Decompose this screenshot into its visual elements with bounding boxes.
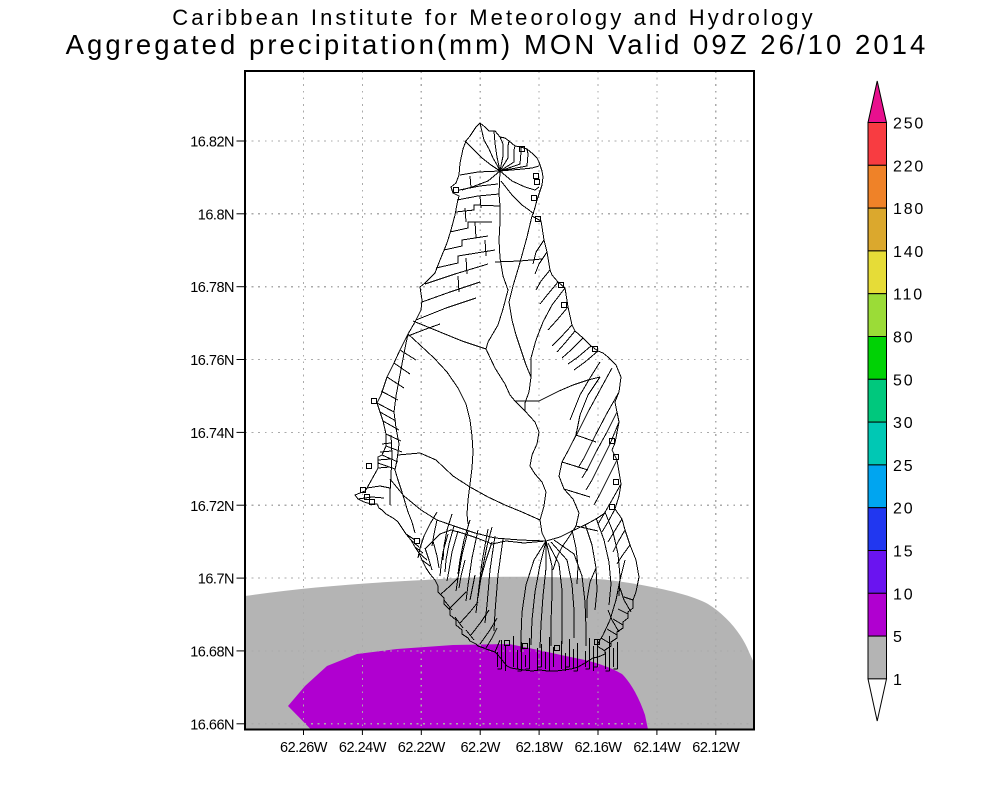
svg-text:62.24W: 62.24W: [339, 740, 387, 756]
svg-text:80: 80: [893, 330, 914, 347]
svg-text:15: 15: [893, 544, 914, 561]
svg-text:16.74N: 16.74N: [190, 426, 234, 442]
svg-text:62.18W: 62.18W: [516, 740, 564, 756]
svg-text:10: 10: [893, 586, 914, 603]
svg-text:16.78N: 16.78N: [190, 280, 234, 296]
svg-text:250: 250: [893, 116, 925, 133]
svg-text:Aggregated precipitation(mm) M: Aggregated precipitation(mm) MON Valid 0…: [66, 29, 929, 60]
svg-text:62.14W: 62.14W: [633, 740, 681, 756]
svg-text:62.16W: 62.16W: [575, 740, 623, 756]
svg-text:16.72N: 16.72N: [190, 499, 234, 515]
svg-text:16.8N: 16.8N: [198, 207, 234, 223]
svg-text:16.82N: 16.82N: [190, 135, 234, 151]
svg-text:1: 1: [893, 672, 904, 689]
svg-text:140: 140: [893, 244, 925, 261]
svg-text:62.2W: 62.2W: [460, 740, 500, 756]
svg-text:62.26W: 62.26W: [280, 740, 328, 756]
svg-text:16.76N: 16.76N: [190, 353, 234, 369]
svg-text:5: 5: [893, 629, 904, 646]
svg-text:50: 50: [893, 372, 914, 389]
svg-text:220: 220: [893, 158, 925, 175]
svg-text:30: 30: [893, 415, 914, 432]
svg-text:180: 180: [893, 201, 925, 218]
svg-text:25: 25: [893, 458, 914, 475]
svg-text:Caribbean Institute for Meteor: Caribbean Institute for Meteorology and …: [172, 5, 816, 30]
svg-text:110: 110: [893, 287, 924, 304]
svg-text:16.68N: 16.68N: [190, 644, 234, 660]
svg-text:16.7N: 16.7N: [198, 572, 234, 588]
svg-text:62.12W: 62.12W: [692, 740, 740, 756]
svg-text:16.66N: 16.66N: [190, 717, 234, 733]
svg-text:20: 20: [893, 501, 914, 518]
svg-text:62.22W: 62.22W: [398, 740, 446, 756]
